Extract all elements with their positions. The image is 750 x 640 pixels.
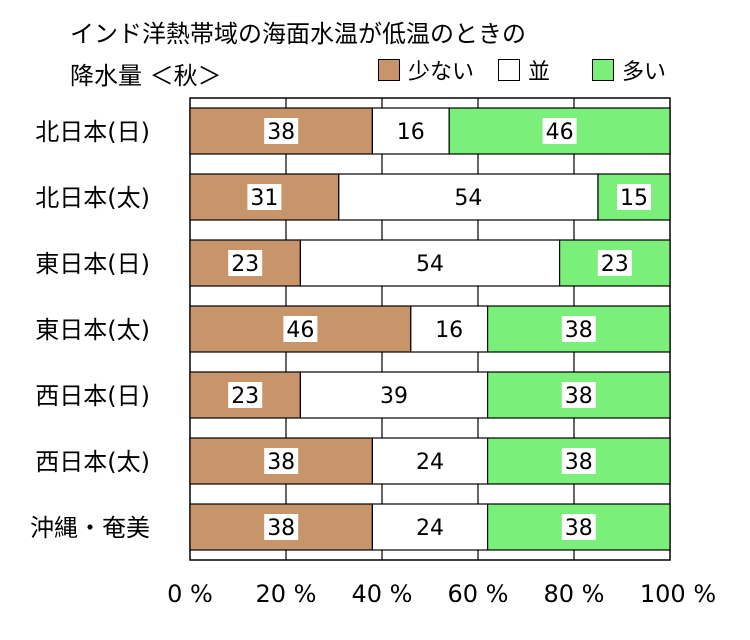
data-label: 23: [231, 252, 259, 277]
data-label: 54: [416, 252, 444, 277]
data-label-background: [561, 514, 596, 540]
x-tick-label: 20 %: [256, 580, 317, 608]
x-tick-label: 100 %: [640, 580, 716, 608]
category-label: 北日本(日): [35, 118, 150, 146]
data-label-background: [228, 250, 263, 276]
x-tick-label: 40 %: [352, 580, 413, 608]
bar-segment-normal: [410, 305, 489, 353]
data-label-background: [561, 316, 596, 342]
bar-segment-normal: [371, 107, 450, 155]
data-label-background: [283, 316, 318, 342]
data-label: 24: [416, 516, 444, 541]
data-label: 31: [250, 186, 278, 211]
data-label-background: [264, 514, 299, 540]
category-label: 北日本(太): [35, 184, 150, 212]
bar-segment-normal: [371, 503, 489, 551]
legend-item-few: 少ない: [378, 56, 475, 85]
legend-swatch-few: [378, 59, 400, 81]
data-label: 54: [454, 186, 482, 211]
bar-segment-normal: [299, 371, 489, 419]
data-label: 46: [546, 120, 574, 145]
data-label: 38: [267, 450, 295, 475]
bar-segment-many: [448, 107, 671, 155]
legend-swatch-normal: [498, 59, 520, 81]
data-label: 38: [267, 516, 295, 541]
data-label-background: [247, 184, 282, 210]
data-label: 16: [397, 120, 425, 145]
legend-label-many: 多い: [622, 60, 667, 85]
data-label: 38: [565, 450, 593, 475]
legend-item-normal: 並: [498, 56, 551, 85]
data-label: 38: [565, 318, 593, 343]
chart-title-line1: インド洋熱帯域の海面水温が低温のときの: [70, 20, 526, 48]
data-label: 38: [565, 384, 593, 409]
data-label-background: [264, 448, 299, 474]
data-label: 23: [231, 384, 259, 409]
x-tick-label: 80 %: [544, 580, 605, 608]
data-label-background: [617, 184, 651, 210]
x-tick-label: 60 %: [448, 580, 509, 608]
bar-segment-normal: [338, 173, 599, 221]
data-label: 38: [267, 120, 295, 145]
x-tick-label: 0 %: [167, 580, 213, 608]
legend-label-few: 少ない: [408, 60, 475, 85]
data-label-background: [597, 250, 632, 276]
legend-item-many: 多い: [592, 56, 667, 85]
category-label: 東日本(太): [35, 316, 150, 344]
data-label-background: [228, 382, 263, 408]
bar-segment-normal: [299, 239, 561, 287]
category-label: 沖縄・奄美: [30, 514, 150, 542]
data-label: 38: [565, 516, 593, 541]
bar-segment-normal: [371, 437, 489, 485]
data-label-background: [561, 382, 596, 408]
data-label-background: [264, 118, 299, 144]
chart-title-line2: 降水量 ＜秋＞: [70, 62, 222, 90]
data-label: 16: [435, 318, 463, 343]
data-label-background: [542, 118, 577, 144]
data-label: 46: [286, 318, 314, 343]
legend-swatch-many: [592, 59, 614, 81]
data-label: 39: [380, 384, 408, 409]
category-label: 西日本(太): [35, 448, 150, 476]
data-label-background: [561, 448, 596, 474]
category-label: 東日本(日): [35, 250, 150, 278]
category-label: 西日本(日): [35, 382, 150, 410]
data-label: 23: [601, 252, 629, 277]
data-label: 24: [416, 450, 444, 475]
legend-label-normal: 並: [528, 60, 551, 85]
data-label: 15: [620, 186, 648, 211]
